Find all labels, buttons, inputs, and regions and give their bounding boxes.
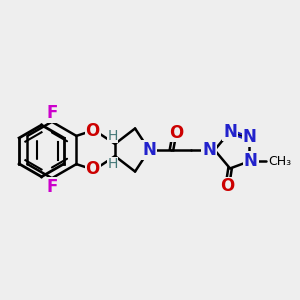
Text: N: N (142, 141, 156, 159)
Text: F: F (46, 104, 58, 122)
Text: N: N (223, 123, 237, 141)
Text: F: F (46, 178, 58, 196)
Text: O: O (85, 160, 100, 178)
Text: H: H (107, 129, 118, 142)
Text: N: N (242, 128, 256, 146)
Text: O: O (169, 124, 183, 142)
Text: CH₃: CH₃ (269, 155, 292, 168)
Text: H: H (107, 158, 118, 171)
Text: N: N (244, 152, 258, 170)
Text: O: O (85, 122, 100, 140)
Text: N: N (202, 141, 216, 159)
Text: O: O (220, 177, 234, 195)
